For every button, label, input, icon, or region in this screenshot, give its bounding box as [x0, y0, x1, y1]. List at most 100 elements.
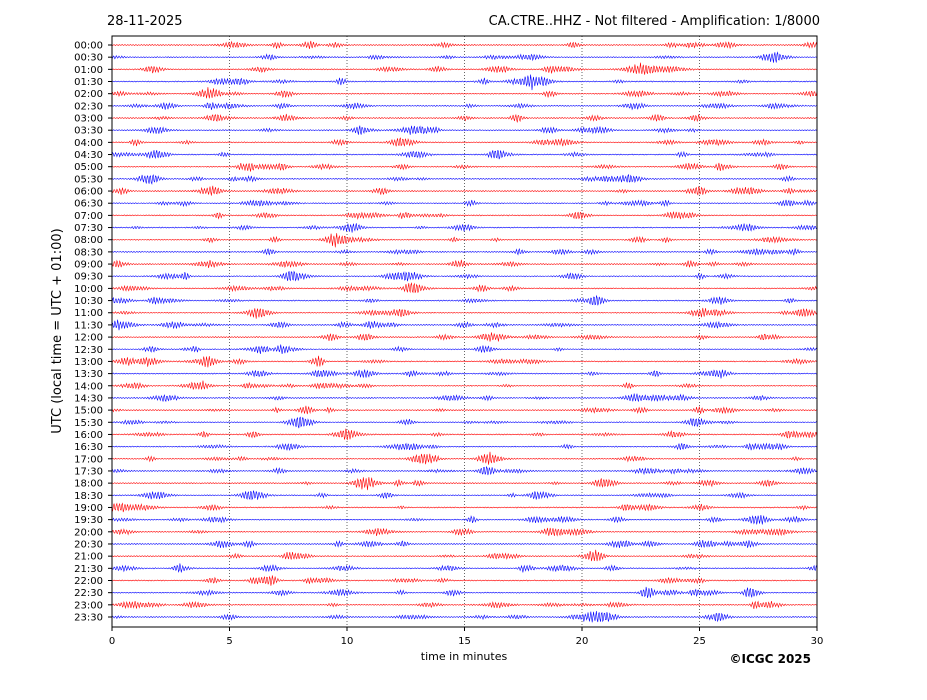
y-tick-label: 13:30 — [74, 369, 103, 380]
y-tick-label: 16:00 — [74, 430, 103, 441]
y-tick-label: 10:30 — [74, 296, 103, 307]
trace — [111, 611, 818, 623]
y-axis-label: UTC (local time = UTC + 01:00) — [50, 228, 65, 433]
trace — [111, 199, 818, 208]
trace — [111, 233, 818, 248]
y-tick-label: 23:30 — [74, 613, 103, 624]
y-tick-label: 21:30 — [74, 564, 103, 575]
y-tick-label: 08:00 — [74, 235, 103, 246]
y-tick-label: 00:00 — [74, 41, 103, 52]
trace — [111, 451, 818, 465]
trace — [111, 113, 818, 123]
y-tick-label: 14:00 — [74, 381, 103, 392]
trace — [111, 173, 818, 185]
trace — [111, 502, 818, 513]
trace — [111, 211, 818, 220]
y-tick-label: 18:00 — [74, 479, 103, 490]
y-tick-label: 07:00 — [74, 211, 103, 222]
trace — [111, 369, 817, 379]
x-tick-label: 20 — [576, 636, 589, 647]
trace — [111, 40, 818, 49]
y-tick-label: 11:30 — [74, 320, 103, 331]
x-tick-label: 15 — [458, 636, 471, 647]
y-tick-label: 03:00 — [74, 114, 103, 125]
y-tick-label: 19:00 — [74, 503, 103, 514]
x-tick-label: 10 — [341, 636, 354, 647]
trace — [111, 600, 817, 610]
x-tick-label: 0 — [109, 636, 115, 647]
y-tick-label: 16:30 — [74, 442, 103, 453]
trace — [111, 137, 817, 147]
trace — [111, 332, 817, 342]
trace — [112, 125, 818, 135]
y-tick-label: 09:30 — [74, 272, 103, 283]
trace — [111, 294, 817, 306]
trace — [111, 355, 818, 368]
y-tick-label: 20:30 — [74, 539, 103, 550]
trace — [111, 515, 818, 525]
y-tick-label: 06:30 — [74, 199, 103, 210]
y-tick-label: 15:00 — [74, 406, 103, 417]
date: 28-11-2025 — [107, 14, 183, 29]
y-tick-label: 18:30 — [74, 491, 103, 502]
y-tick-label: 06:00 — [74, 187, 103, 198]
y-tick-label: 08:30 — [74, 247, 103, 258]
trace — [111, 393, 818, 403]
trace — [111, 102, 817, 111]
y-tick-label: 21:00 — [74, 552, 103, 563]
trace — [111, 405, 818, 415]
y-tick-label: 17:00 — [74, 454, 103, 465]
trace — [111, 259, 817, 269]
trace — [111, 149, 818, 160]
trace — [111, 465, 818, 476]
trace — [111, 527, 817, 537]
trace — [111, 539, 818, 549]
y-tick-label: 22:00 — [74, 576, 103, 587]
trace — [111, 549, 818, 562]
trace — [112, 162, 818, 172]
y-tick-label: 01:30 — [74, 77, 103, 88]
y-tick-label: 02:30 — [74, 101, 103, 112]
y-tick-label: 14:30 — [74, 393, 103, 404]
y-tick-label: 09:00 — [74, 260, 103, 271]
trace — [111, 223, 818, 233]
trace — [111, 319, 818, 331]
trace — [111, 282, 818, 294]
x-tick-label: 25 — [693, 636, 706, 647]
chart-title: CA.CTRE..HHZ - Not filtered - Amplificat… — [489, 14, 820, 29]
y-tick-label: 01:00 — [74, 65, 103, 76]
trace — [111, 380, 818, 390]
trace — [111, 270, 818, 282]
y-tick-label: 11:00 — [74, 308, 103, 319]
credit: ©ICGC 2025 — [729, 652, 811, 666]
y-tick-label: 23:00 — [74, 600, 103, 611]
trace — [111, 490, 817, 501]
plot-area — [111, 36, 818, 627]
y-tick-label: 03:30 — [74, 126, 103, 137]
y-tick-label: 12:30 — [74, 345, 103, 356]
y-tick-label: 15:30 — [74, 418, 103, 429]
trace — [111, 442, 818, 451]
y-tick-label: 00:30 — [74, 53, 103, 64]
y-tick-label: 05:30 — [74, 174, 103, 185]
trace — [111, 87, 818, 99]
y-tick-label: 20:00 — [74, 527, 103, 538]
y-tick-label: 04:00 — [74, 138, 103, 149]
y-tick-label: 07:30 — [74, 223, 103, 234]
x-tick-label: 5 — [226, 636, 232, 647]
y-tick-label: 04:30 — [74, 150, 103, 161]
y-tick-label: 19:30 — [74, 515, 103, 526]
y-tick-label: 10:00 — [74, 284, 103, 295]
trace — [111, 586, 818, 598]
trace — [111, 74, 818, 91]
x-axis-label: time in minutes — [421, 650, 508, 663]
trace — [111, 307, 818, 319]
plot-frame — [111, 35, 818, 628]
trace — [111, 428, 818, 441]
trace — [111, 416, 818, 429]
trace — [111, 248, 818, 256]
trace — [111, 185, 818, 196]
trace — [111, 575, 818, 586]
trace — [111, 344, 818, 355]
